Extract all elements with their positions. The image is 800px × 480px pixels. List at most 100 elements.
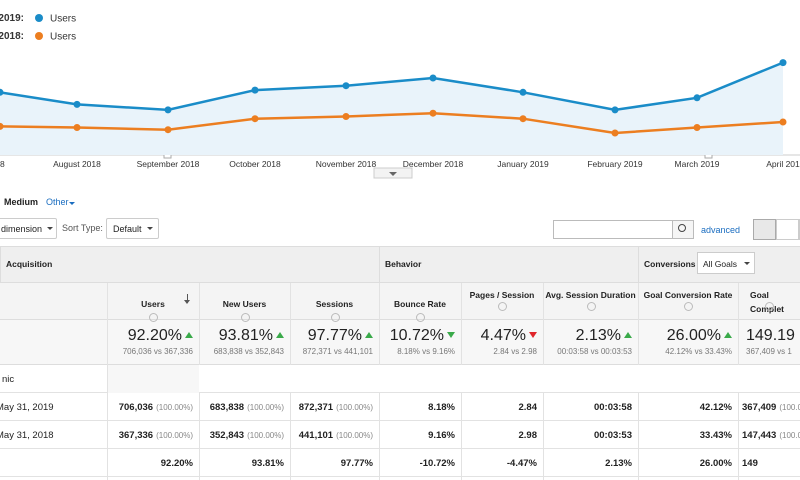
column-header[interactable]: Users (141, 299, 165, 309)
summary-compare: 42.12% vs 33.43% (665, 347, 732, 356)
cell: 2.98 (519, 430, 538, 441)
summary-value: 92.20% (128, 327, 193, 345)
legend-period: 2018: (0, 31, 24, 42)
cell: 706,036 (100.00%) (119, 402, 193, 413)
summary-value: 2.13% (576, 327, 632, 345)
cell-share: (100.00%) (336, 403, 373, 412)
point (429, 74, 437, 82)
caret (744, 262, 750, 265)
group-header: Conversions (638, 246, 696, 283)
cell-value: -4.47% (506, 458, 537, 469)
cell-share: (100.00%) (156, 403, 193, 412)
trend-arrow (724, 332, 732, 338)
cell: 92.20% (161, 458, 193, 469)
summary-value: 97.77% (308, 327, 373, 345)
cell: 149 (742, 458, 758, 469)
cell-value: 9.16% (428, 430, 455, 441)
summary-compare: 706,036 vs 367,336 (122, 347, 193, 356)
view-table[interactable] (753, 219, 776, 240)
goal-select[interactable]: All Goals (697, 252, 755, 274)
cell: 97.77% (341, 458, 373, 469)
sort-select[interactable]: Default (106, 218, 159, 239)
row-label: May 31, 2018 (0, 430, 54, 441)
x-tick-label: September 2018 (137, 159, 200, 169)
cell: 367,336 (100.00%) (119, 430, 193, 441)
cell-value: 42.12% (699, 402, 732, 413)
column-header[interactable]: New Users (222, 299, 267, 309)
cell-value: 00:03:58 (593, 402, 632, 413)
help-icon (684, 302, 693, 311)
cell-share: (100.00%) (247, 403, 284, 412)
help-icon (586, 302, 596, 311)
cell-share: (100.00 (779, 431, 800, 440)
cell-value: 26.00% (699, 458, 732, 469)
point (429, 109, 437, 117)
legend-marker (35, 14, 43, 22)
column-header[interactable]: Sessions (315, 299, 354, 309)
x-tick-label: December 2018 (403, 159, 464, 169)
x-tick-label: November 2018 (316, 159, 377, 169)
point (251, 115, 259, 123)
sort-arrow-head (184, 300, 190, 304)
cell-value: 352,843 (209, 430, 245, 441)
cell: -4.47% (507, 458, 537, 469)
toggle-arrow (389, 172, 397, 176)
trend-arrow (447, 332, 455, 338)
cell-value: 367,409 (742, 402, 777, 413)
summary-value: 10.72% (390, 327, 455, 345)
x-tick-label: February 2019 (587, 159, 643, 169)
table-row (0, 421, 800, 449)
group-header: Behavior (379, 246, 421, 283)
column-header[interactable]: Pages / Session (469, 290, 535, 300)
row-label: May 31, 2019 (0, 402, 54, 413)
point (779, 59, 787, 67)
cell-value: 2.84 (518, 402, 538, 413)
point (611, 106, 619, 114)
column-header[interactable]: Goal Conversion Rate (643, 290, 733, 300)
column-header[interactable]: Avg. Session Duration (545, 290, 636, 300)
cell-value: 872,371 (298, 402, 334, 413)
sort-label: Sort Type: (62, 223, 103, 233)
trend-arrow (276, 332, 284, 338)
tab[interactable]: Other (46, 197, 69, 207)
cell: 872,371 (100.00%) (299, 402, 373, 413)
point (611, 129, 619, 137)
summary-compare: 00:03:58 vs 00:03:53 (557, 347, 632, 356)
summary-compare: 367,409 vs 1 (746, 347, 792, 356)
cell-value: 2.98 (518, 430, 538, 441)
cell-share: (100.00%) (336, 431, 373, 440)
trend-arrow (624, 332, 632, 338)
dimension-select[interactable]: dimension (0, 218, 57, 239)
cell-value: 8.18% (428, 402, 455, 413)
legend-marker (35, 32, 43, 40)
cell-value: 706,036 (118, 402, 154, 413)
point (342, 113, 350, 120)
trend-arrow (365, 332, 373, 338)
header-row-2 (0, 283, 800, 320)
summary-compare: 8.18% vs 9.16% (397, 347, 455, 356)
group-row-cell (107, 365, 199, 393)
point (0, 122, 4, 130)
group-row-label: nic (2, 374, 15, 385)
cell: 441,101 (100.00%) (299, 430, 373, 441)
cell: 683,838 (100.00%) (210, 402, 284, 413)
cell-value: 00:03:53 (593, 430, 632, 441)
point (164, 126, 172, 134)
column-header[interactable]: Bounce Rate (394, 299, 446, 309)
summary-value: 149.19 (746, 327, 795, 344)
summary-value: 93.81% (219, 327, 284, 345)
advanced-link[interactable]: advanced (701, 225, 741, 235)
legend-label: Users (50, 32, 76, 43)
trend-arrow (185, 332, 193, 338)
point (779, 118, 787, 126)
help-icon (765, 302, 774, 311)
table-row (0, 449, 800, 477)
caret (69, 202, 75, 205)
cell: 93.81% (252, 458, 284, 469)
cell-share: (100.00%) (156, 431, 193, 440)
view-pie[interactable] (776, 219, 799, 240)
tab[interactable]: Medium (4, 197, 39, 207)
cell: 42.12% (700, 402, 732, 413)
chart: 8 August 2018 September 2018 October 2018 No… (0, 13, 800, 179)
summary-value: 4.47% (481, 327, 537, 345)
